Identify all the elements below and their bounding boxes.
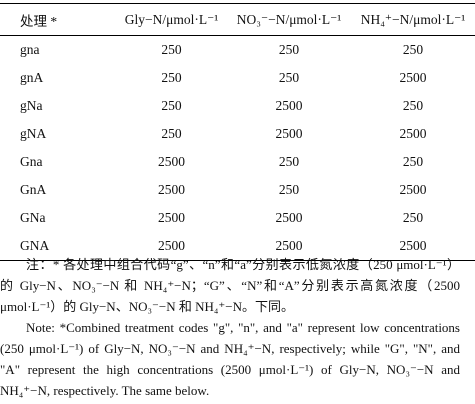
header-cell: 处理 * <box>20 13 58 29</box>
note-english: Note: *Combined treatment codes "g", "n"… <box>0 320 460 398</box>
treatment-cell: GNa <box>20 210 46 225</box>
table-row: Gna 2500 250 250 <box>0 148 475 176</box>
value-cell: 250 <box>161 70 182 85</box>
value-cell: 2500 <box>158 238 186 253</box>
value-cell: 250 <box>402 154 424 169</box>
value-cell: 2500 <box>275 238 303 253</box>
value-cell: 2500 <box>158 154 186 169</box>
table-row: gNA 250 2500 2500 <box>0 120 475 148</box>
value-cell: 250 <box>161 126 182 141</box>
value-cell: 2500 <box>275 98 303 113</box>
header-cell: NO₃⁻−N/μmol·L⁻¹ <box>236 11 342 27</box>
value-cell: 2500 <box>399 70 427 85</box>
table-row: gnA 250 250 2500 <box>0 64 475 92</box>
value-cell: 250 <box>278 182 300 197</box>
header-cell: Gly−N/μmol·L⁻¹ <box>124 11 219 27</box>
treatment-cell: gNA <box>20 126 47 141</box>
table-body: gna 250 250 250 gnA 250 250 2500 gNa 250 2500 250 gN… <box>0 36 475 261</box>
data-table: 处理 * Gly−N/μmol·L⁻¹ NO₃⁻−N/μmol·L⁻¹ NH₄⁺−N/… <box>0 3 475 261</box>
header-row: 处理 * Gly−N/μmol·L⁻¹ NO₃⁻−N/μmol·L⁻¹ NH₄⁺−N/… <box>0 3 475 36</box>
treatment-cell: gNa <box>20 98 43 113</box>
header-cell: NH₄⁺−N/μmol·L⁻¹ <box>360 11 466 27</box>
treatment-cell: gna <box>20 42 40 57</box>
value-cell: 250 <box>161 42 182 57</box>
value-cell: 2500 <box>399 238 427 253</box>
value-cell: 250 <box>278 42 300 57</box>
treatment-cell: GNA <box>20 238 50 253</box>
value-cell: 2500 <box>399 182 427 197</box>
value-cell: 250 <box>402 210 424 225</box>
value-cell: 250 <box>278 154 300 169</box>
value-cell: 2500 <box>158 210 186 225</box>
value-cell: 250 <box>402 42 424 57</box>
table-row: GNA 2500 2500 2500 <box>0 232 475 261</box>
value-cell: 2500 <box>399 126 427 141</box>
note-chinese: 注：* 各处理中组合代码“g”、“n”和“a”分别表示低氮浓度（250 μmol… <box>0 257 460 314</box>
value-cell: 250 <box>161 98 182 113</box>
value-cell: 250 <box>402 98 424 113</box>
table-row: GNa 2500 2500 250 <box>0 204 475 232</box>
value-cell: 2500 <box>275 210 303 225</box>
treatment-cell: GnA <box>20 182 47 197</box>
treatment-cell: Gna <box>20 154 43 169</box>
treatment-cell: gnA <box>20 70 44 85</box>
table-row: GnA 2500 250 2500 <box>0 176 475 204</box>
table-row: gNa 250 2500 250 <box>0 92 475 120</box>
table-header: 处理 * Gly−N/μmol·L⁻¹ NO₃⁻−N/μmol·L⁻¹ NH₄⁺−N/… <box>0 3 475 36</box>
value-cell: 250 <box>278 70 300 85</box>
table-row: gna 250 250 250 <box>0 36 475 65</box>
value-cell: 2500 <box>158 182 186 197</box>
value-cell: 2500 <box>275 126 303 141</box>
